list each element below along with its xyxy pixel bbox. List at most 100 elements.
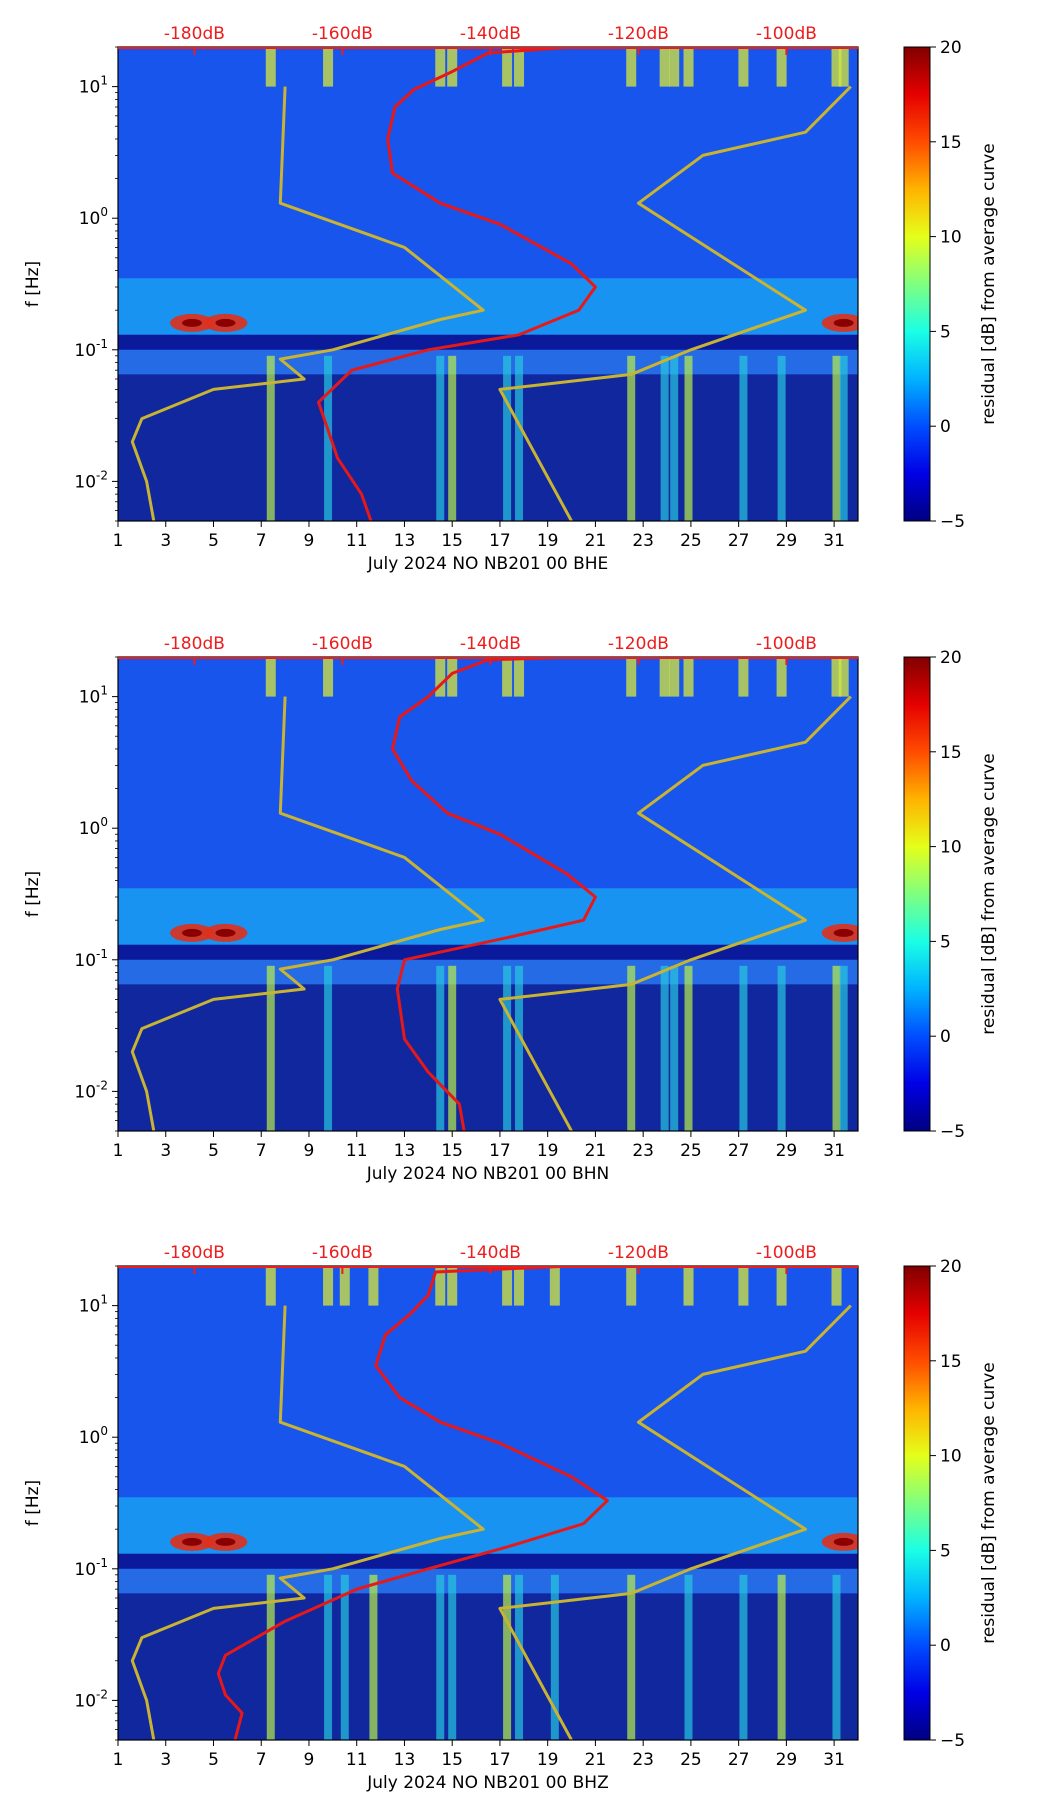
colorbar-label: residual [dB] from average curve [979,143,999,424]
db-scale-label: -140dB [460,634,521,654]
x-axis-title: July 2024 NO NB201 00 BHE [367,554,609,574]
quiet-band [118,944,858,960]
x-tick-label: 23 [632,531,654,551]
warm-column-bottom [448,965,457,1131]
warm-column-top [776,47,787,87]
quiet-band [118,1553,858,1569]
warm-column-bottom [324,1574,333,1740]
warm-column-bottom [369,1574,378,1740]
colorbar [903,1265,931,1741]
colorbar-tick-label: 5 [940,322,951,342]
y-tick-label: 100 [79,1424,108,1448]
warm-column-bottom [627,965,636,1131]
x-tick-label: 25 [680,1750,702,1770]
warm-column-top [323,657,334,697]
y-tick-label: 101 [79,684,108,708]
warm-column-top [435,657,446,697]
warm-column-top [669,47,680,87]
average-residual-curve [391,657,597,1131]
warm-column-top [626,657,637,697]
warm-column-top [514,657,525,697]
x-tick-label: 29 [776,1750,798,1770]
y-axis-title: f [Hz] [23,1480,43,1526]
warm-column-top [435,1266,446,1306]
x-tick-label: 29 [776,1141,798,1161]
warm-column-top [831,657,842,697]
high-noise-model-line [498,1304,852,1740]
x-tick-label: 19 [537,1141,559,1161]
x-tick-label: 15 [441,531,463,551]
x-tick-label: 27 [728,531,750,551]
colorbar-tick-label: 5 [940,1541,951,1561]
x-axis-title: July 2024 NO NB201 00 BHZ [366,1773,609,1793]
colorbar-tick-label: −5 [940,1122,965,1142]
db-scale-label: -180dB [164,24,225,44]
warm-column-top [738,47,749,87]
warm-column-bottom [515,1574,524,1740]
warm-column-bottom [503,355,512,521]
colorbar-label: residual [dB] from average curve [979,753,999,1034]
y-tick-label: 10-2 [74,1687,108,1711]
x-tick-label: 19 [537,531,559,551]
hot-spot-core [182,928,202,937]
warm-column-top [659,657,670,697]
x-tick-label: 31 [823,531,845,551]
x-tick-label: 19 [537,1750,559,1770]
warm-column-bottom [839,355,848,521]
x-tick-label: 21 [585,1750,607,1770]
db-scale-label: -120dB [608,634,669,654]
warm-column-bottom [777,355,786,521]
low-frequency-band [118,984,858,1131]
warm-column-bottom [739,1574,748,1740]
warm-column-bottom [436,355,445,521]
warm-column-bottom [550,1574,559,1740]
x-tick-label: 21 [585,1141,607,1161]
x-tick-label: 17 [489,1141,511,1161]
high-frequency-band [118,1266,858,1498]
heatmap [118,47,858,521]
colorbar [903,656,931,1132]
x-axis-title: July 2024 NO NB201 00 BHN [366,1164,610,1184]
warm-column-top [502,47,513,87]
warm-column-top [669,657,680,697]
high-noise-model-line [498,85,852,521]
warm-column-top [502,657,513,697]
db-scale-label: -100dB [756,1243,817,1263]
x-tick-label: 25 [680,1141,702,1161]
hot-spot-core [182,318,202,327]
warm-column-bottom [340,1574,349,1740]
db-scale-label: -160dB [312,634,373,654]
warm-column-top [831,47,842,87]
db-scale-label: -120dB [608,1243,669,1263]
x-tick-label: 21 [585,531,607,551]
high-frequency-band [118,657,858,889]
warm-column-top [339,1266,350,1306]
colorbar-tick-label: 20 [940,38,962,58]
hot-spot-core [215,1537,236,1546]
hot-spot-core [215,318,236,327]
warm-column-top [447,657,458,697]
warm-column-top [626,1266,637,1306]
low-noise-model-line [130,1305,485,1740]
colorbar-tick-label: 10 [940,1447,962,1467]
low-noise-model-line [130,86,485,521]
warm-column-bottom [832,1574,841,1740]
warm-column-top [683,1266,694,1306]
warm-column-bottom [684,965,693,1131]
colorbar-label: residual [dB] from average curve [979,1362,999,1643]
x-tick-label: 17 [489,1750,511,1770]
x-tick-label: 23 [632,1750,654,1770]
x-tick-label: 3 [160,531,171,551]
y-tick-label: 10-1 [74,947,108,971]
y-tick-label: 101 [79,1293,108,1317]
hot-spot-core [833,1537,854,1546]
y-tick-label: 101 [79,74,108,98]
warm-column-top [549,1266,560,1306]
y-tick-label: 100 [79,815,108,839]
x-tick-label: 1 [113,1141,124,1161]
warm-column-bottom [448,355,457,521]
x-tick-label: 27 [728,1750,750,1770]
low-frequency-band [118,374,858,521]
